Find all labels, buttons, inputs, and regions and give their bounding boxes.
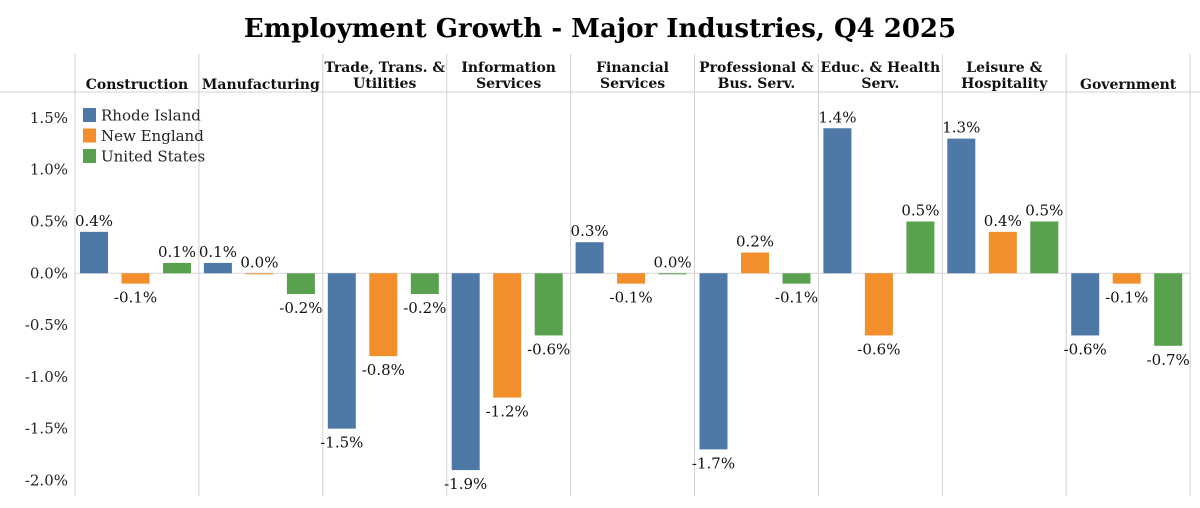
data-label: -0.1% (775, 289, 818, 307)
data-label: 0.0% (240, 253, 278, 271)
bar-new-england (617, 273, 646, 284)
data-label: -1.7% (692, 454, 735, 472)
bar-united-states (906, 221, 935, 274)
data-label: 0.5% (901, 201, 939, 219)
bar-rhode-island (947, 138, 976, 274)
data-label: -0.6% (1064, 340, 1107, 358)
bar-united-states (782, 273, 811, 284)
data-label: -0.8% (362, 361, 405, 379)
data-label: 0.4% (984, 212, 1022, 230)
category-label: Utilities (353, 76, 416, 92)
data-label: 0.1% (158, 243, 196, 261)
bar-rhode-island (80, 231, 108, 274)
category-label: Services (476, 76, 541, 92)
category-label: Construction (86, 77, 188, 93)
legend-label: Rhode Island (101, 107, 201, 125)
data-label: 0.0% (654, 253, 692, 271)
y-tick-label: -2.0% (25, 471, 68, 489)
data-label: -0.2% (279, 299, 322, 317)
category-label: Bus. Serv. (718, 76, 796, 92)
data-label: -0.2% (403, 299, 446, 317)
bar-new-england (245, 273, 274, 275)
bar-new-england (1112, 273, 1141, 284)
data-label: -0.6% (527, 340, 570, 358)
data-label: 0.1% (199, 243, 237, 261)
legend-label: United States (101, 148, 205, 166)
data-label: -0.1% (610, 289, 653, 307)
bar-new-england (493, 273, 522, 398)
category-label: Professional & (699, 60, 814, 76)
category-label: Services (600, 76, 665, 92)
data-label: -1.2% (486, 403, 529, 421)
bar-rhode-island (1071, 273, 1100, 336)
category-label: Financial (596, 60, 669, 76)
data-label: -0.1% (114, 289, 157, 307)
data-label: 0.3% (571, 222, 609, 240)
category-label: Trade, Trans. & (324, 60, 445, 76)
bar-rhode-island (451, 273, 480, 471)
bar-new-england (741, 252, 769, 274)
data-label: 0.5% (1025, 201, 1063, 219)
bar-rhode-island (327, 273, 356, 429)
bar-united-states (534, 273, 563, 336)
data-label: 1.3% (942, 119, 980, 137)
bar-united-states (410, 273, 439, 294)
bar-new-england (369, 273, 398, 357)
bar-new-england (864, 273, 893, 336)
y-tick-label: 0.0% (30, 264, 68, 282)
y-tick-label: 1.5% (30, 109, 68, 127)
bar-united-states (286, 273, 315, 294)
bar-rhode-island (823, 128, 852, 274)
y-tick-label: 0.5% (30, 212, 68, 230)
category-label: Government (1080, 77, 1177, 93)
legend-swatch (83, 149, 96, 163)
bar-united-states (1030, 221, 1059, 274)
data-label: -0.6% (857, 340, 900, 358)
data-label: -0.7% (1147, 351, 1190, 369)
chart-title: Employment Growth - Major Industries, Q4… (243, 14, 957, 44)
data-label: 1.4% (818, 108, 856, 126)
legend-swatch (83, 128, 96, 143)
category-label: Serv. (861, 76, 899, 92)
bar-united-states (658, 273, 687, 275)
category-label: Educ. & Health (821, 60, 941, 76)
bar-new-england (121, 273, 150, 284)
bar-new-england (988, 231, 1017, 274)
bar-rhode-island (203, 262, 232, 274)
y-tick-label: -1.5% (25, 420, 68, 438)
y-tick-label: -1.0% (25, 368, 68, 386)
category-label: Hospitality (961, 76, 1048, 92)
category-label: Manufacturing (202, 77, 320, 93)
bar-united-states (1154, 273, 1183, 346)
category-label: Leisure & (966, 60, 1042, 76)
data-label: -1.9% (444, 475, 487, 493)
bar-rhode-island (575, 242, 604, 274)
y-tick-label: -0.5% (25, 316, 68, 334)
data-label: -1.5% (320, 434, 363, 452)
data-label: 0.4% (75, 212, 113, 230)
y-tick-label: 1.0% (30, 161, 68, 179)
category-label: Information (461, 60, 556, 76)
legend-label: New England (101, 127, 204, 145)
data-label: 0.2% (736, 233, 774, 251)
bar-united-states (163, 262, 191, 274)
bar-rhode-island (699, 273, 728, 450)
data-label: -0.1% (1105, 289, 1148, 307)
legend-swatch (83, 108, 96, 122)
